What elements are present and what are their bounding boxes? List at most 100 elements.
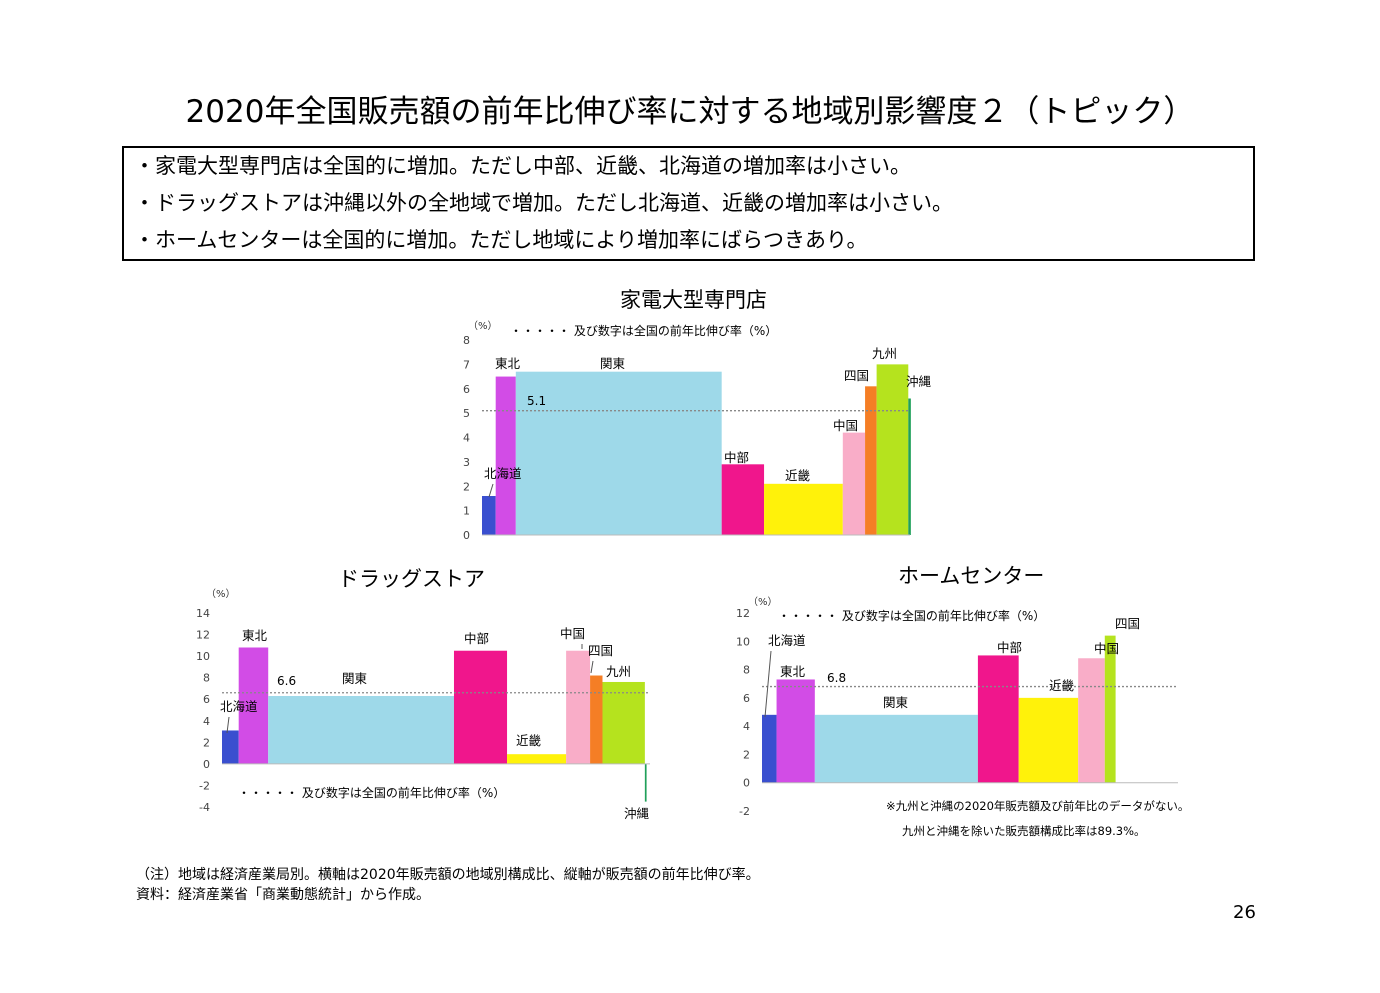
bar-関東 (268, 695, 454, 764)
bar-関東 (814, 714, 978, 783)
bar-北海道 (762, 714, 777, 783)
y-tick-label: 3 (463, 456, 470, 469)
y-tick-label: 0 (463, 529, 470, 542)
summary-box: ・家電大型専門店は全国的に増加。ただし中部、近畿、北海道の増加率は小さい。 ・ド… (122, 146, 1255, 261)
category-label-東北: 東北 (242, 628, 268, 643)
category-label-近畿: 近畿 (1049, 678, 1075, 693)
bullet-appliance: ・家電大型専門店は全国的に増加。ただし中部、近畿、北海道の増加率は小さい。 (134, 154, 911, 178)
reference-label: 6.6 (277, 674, 296, 688)
bar-中部 (453, 650, 508, 764)
bar-東北 (495, 376, 516, 535)
category-label-九州: 九州 (606, 664, 631, 679)
category-label-中国: 中国 (1094, 641, 1119, 656)
bar-中国 (842, 432, 866, 535)
label-leader-line (226, 716, 230, 734)
y-tick-label: 1 (463, 505, 470, 518)
category-label-北海道: 北海道 (768, 633, 806, 648)
legend: ・・・・・ 及び数字は全国の前年比伸び率（%） (238, 785, 505, 800)
bar-四国 (590, 675, 603, 764)
chart-drugstore: （%） -4 -2 0 2 4 6 8 10 12 14 6.6 ・・・・・ 及び数字は全国の前年比伸び… (196, 588, 650, 821)
y-tick-label: 8 (463, 334, 470, 347)
category-label-四国: 四国 (1115, 616, 1140, 631)
chart-0-plot: （%） 0 1 2 3 4 5 6 7 8 5.1 ・・・・・ 及び数字は全国の前年比伸び率（%） 北海… (463, 320, 932, 542)
category-label-関東: 関東 (883, 695, 909, 710)
bar-東北 (238, 647, 269, 764)
chart-title-appliance: 家電大型専門店 (620, 288, 767, 312)
category-label-北海道: 北海道 (484, 466, 522, 481)
reference-label: 6.8 (827, 671, 846, 685)
y-tick-label: 4 (743, 720, 750, 733)
note-source: 資料：経済産業省「商業動態統計」から作成。 (136, 887, 430, 903)
y-tick-label: 6 (463, 383, 470, 396)
y-tick-label: 2 (743, 748, 750, 761)
bar-近畿 (764, 483, 843, 535)
category-label-中国: 中国 (560, 626, 585, 641)
chart-title-homecenter: ホームセンター (898, 564, 1045, 588)
y-tick-label: 6 (203, 693, 210, 706)
unit-label: （%） (748, 596, 778, 608)
bullet-homecenter: ・ホームセンターは全国的に増加。ただし地域により増加率にばらつきあり。 (134, 228, 868, 252)
y-tick-label: 12 (736, 607, 750, 620)
category-label-四国: 四国 (588, 643, 613, 658)
page-title: 2020年全国販売額の前年比伸び率に対する地域別影響度２（トピック） (185, 94, 1195, 130)
bar-近畿 (507, 754, 567, 764)
bar-九州 (602, 681, 645, 764)
y-tick-label: 7 (463, 358, 470, 371)
category-label-関東: 関東 (600, 356, 626, 371)
bar-中部 (721, 464, 765, 535)
bar-四国 (865, 386, 877, 535)
page-number: 26 (1233, 902, 1256, 923)
category-label-近畿: 近畿 (516, 733, 542, 748)
bar-中国 (1078, 658, 1105, 783)
label-leader-line (764, 650, 772, 718)
y-tick-label: 14 (196, 607, 210, 620)
label-leader-line (488, 483, 494, 498)
bar-沖縄 (908, 398, 911, 535)
category-label-中部: 中部 (724, 450, 749, 465)
legend: ・・・・・ 及び数字は全国の前年比伸び率（%） (510, 323, 777, 338)
category-label-沖縄: 沖縄 (906, 374, 932, 389)
y-tick-label: 0 (203, 758, 210, 771)
y-tick-label: 4 (203, 715, 210, 728)
bar-近畿 (1018, 697, 1079, 783)
category-label-近畿: 近畿 (785, 468, 811, 483)
bar-北海道 (222, 730, 239, 764)
chart-title-drugstore: ドラッグストア (338, 567, 485, 591)
chart-2-plot: （%） -2 0 2 4 6 8 10 12 6.8 ・・・・・ 及び数字は全国の前年比伸び率（%）… (736, 596, 1178, 818)
bar-九州 (876, 364, 909, 535)
category-label-北海道: 北海道 (220, 699, 258, 714)
y-tick-label: 8 (203, 672, 210, 685)
y-tick-label: -4 (199, 801, 210, 814)
y-tick-label: -2 (199, 779, 210, 792)
bar-四国 (1104, 635, 1116, 783)
category-label-中国: 中国 (833, 418, 858, 433)
category-label-四国: 四国 (844, 368, 869, 383)
category-label-関東: 関東 (342, 671, 368, 686)
bar-中国 (566, 650, 591, 764)
y-tick-label: 12 (196, 629, 210, 642)
y-tick-label: 5 (463, 407, 470, 420)
category-label-東北: 東北 (780, 664, 806, 679)
bar-沖縄 (644, 763, 647, 802)
y-tick-label: 4 (463, 432, 470, 445)
y-tick-label: 2 (463, 480, 470, 493)
y-tick-label: 0 (743, 777, 750, 790)
category-label-東北: 東北 (495, 356, 521, 371)
category-label-沖縄: 沖縄 (624, 806, 650, 821)
y-tick-label: -2 (739, 805, 750, 818)
y-tick-label: 6 (743, 692, 750, 705)
y-tick-label: 2 (203, 736, 210, 749)
chart-1-plot: （%） -4 -2 0 2 4 6 8 10 12 14 6.6 ・・・・・ 及び数字は全国の前年比伸び… (196, 588, 650, 821)
bar-北海道 (482, 496, 496, 535)
unit-label: （%） (206, 588, 236, 600)
home-footnote-1: ※九州と沖縄の2020年販売額及び前年比のデータがない。 (886, 799, 1190, 813)
home-footnote-2: 九州と沖縄を除いた販売額構成比率は89.3%。 (902, 824, 1146, 838)
category-label-中部: 中部 (464, 631, 489, 646)
legend: ・・・・・ 及び数字は全国の前年比伸び率（%） (778, 608, 1045, 623)
note-definition: （注）地域は経済産業局別。横軸は2020年販売額の地域別構成比、縦軸が販売額の前… (136, 867, 760, 883)
bar-関東 (515, 371, 722, 535)
reference-label: 5.1 (527, 394, 546, 408)
category-label-中部: 中部 (997, 640, 1022, 655)
label-leader-line (590, 660, 594, 674)
unit-label: （%） (468, 320, 498, 332)
